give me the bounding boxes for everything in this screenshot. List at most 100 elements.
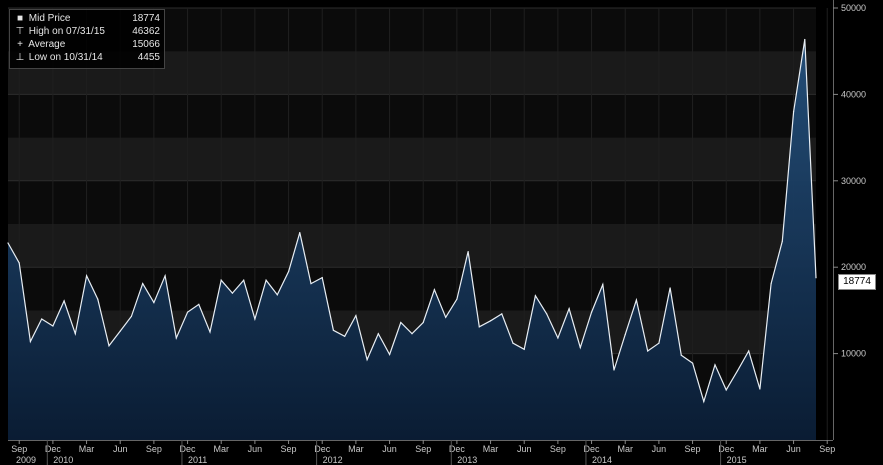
year-label: 2010 bbox=[53, 455, 73, 465]
data-point bbox=[467, 251, 469, 253]
x-tick-label: Dec bbox=[449, 444, 466, 454]
data-point bbox=[669, 287, 671, 289]
data-point bbox=[41, 318, 43, 320]
data-point bbox=[725, 389, 727, 391]
x-tick-label: Jun bbox=[517, 444, 532, 454]
data-point bbox=[29, 340, 32, 343]
year-label: 2009 bbox=[16, 455, 36, 465]
legend-row-low: ⊥ Low on 10/31/14 4455 bbox=[14, 51, 160, 64]
data-point bbox=[265, 279, 267, 281]
data-point bbox=[220, 279, 222, 281]
data-point bbox=[97, 298, 99, 300]
data-point bbox=[557, 337, 559, 339]
x-tick-label: Mar bbox=[752, 444, 768, 454]
legend-label: High on 07/31/15 bbox=[28, 26, 105, 37]
data-point bbox=[175, 337, 177, 339]
x-tick-label: Jun bbox=[382, 444, 397, 454]
y-tick-label: 50000 bbox=[841, 3, 866, 13]
background-band bbox=[8, 137, 816, 181]
data-point bbox=[108, 345, 110, 347]
year-label: 2015 bbox=[727, 455, 747, 465]
data-point bbox=[523, 348, 525, 350]
legend-row-mid-price: ■ Mid Price 18774 bbox=[14, 12, 160, 25]
data-point bbox=[119, 330, 121, 332]
data-point bbox=[332, 329, 335, 331]
data-point bbox=[647, 350, 649, 352]
data-point bbox=[759, 388, 761, 390]
x-tick-label: Sep bbox=[281, 444, 297, 454]
data-point bbox=[635, 299, 638, 301]
data-point bbox=[804, 38, 806, 41]
x-tick-label: Mar bbox=[79, 444, 95, 454]
data-point bbox=[310, 283, 312, 285]
data-point bbox=[736, 370, 739, 372]
data-point bbox=[254, 318, 256, 320]
data-point bbox=[299, 232, 301, 234]
data-point bbox=[142, 283, 144, 285]
x-tick-label: Mar bbox=[617, 444, 633, 454]
data-point bbox=[411, 333, 413, 335]
data-point bbox=[209, 331, 211, 333]
price-area bbox=[8, 39, 816, 441]
data-point bbox=[624, 333, 626, 336]
x-tick-label: Mar bbox=[348, 444, 364, 454]
background-band bbox=[8, 180, 816, 224]
data-point bbox=[501, 313, 503, 315]
legend-value: 46362 bbox=[132, 26, 160, 37]
x-tick-label: Dec bbox=[584, 444, 601, 454]
y-axis-labels: 10000 20000 30000 40000 50000 bbox=[833, 3, 866, 359]
high-marker-icon: ⊤ bbox=[15, 26, 25, 37]
data-point bbox=[546, 313, 548, 315]
x-axis-labels: Sep Dec Mar Jun Sep Dec Mar Jun Sep Dec Mar Jun Sep D… bbox=[11, 440, 835, 465]
data-point bbox=[770, 283, 772, 285]
data-point bbox=[388, 353, 391, 356]
x-tick-label: Sep bbox=[819, 444, 835, 454]
last-value-badge: 18774 bbox=[838, 274, 876, 290]
x-tick-label: Sep bbox=[550, 444, 566, 454]
data-point bbox=[130, 315, 133, 318]
data-point bbox=[489, 320, 492, 322]
data-point bbox=[691, 362, 694, 364]
data-point bbox=[815, 277, 817, 279]
data-point bbox=[344, 335, 346, 337]
data-point bbox=[74, 333, 76, 335]
data-point bbox=[63, 300, 65, 302]
plus-icon: + bbox=[17, 39, 23, 50]
data-point bbox=[321, 276, 323, 279]
background-band bbox=[8, 94, 816, 138]
x-tick-label: Jun bbox=[248, 444, 263, 454]
legend-label: Low on 10/31/14 bbox=[28, 52, 103, 63]
data-point bbox=[456, 298, 458, 300]
x-tick-label: Jun bbox=[786, 444, 801, 454]
x-tick-label: Sep bbox=[146, 444, 162, 454]
data-point bbox=[433, 289, 436, 291]
legend-row-average: + Average 15066 bbox=[14, 38, 160, 51]
x-tick-label: Mar bbox=[483, 444, 499, 454]
x-tick-label: Dec bbox=[314, 444, 331, 454]
year-label: 2013 bbox=[457, 455, 477, 465]
data-point bbox=[355, 314, 357, 317]
data-point bbox=[445, 316, 447, 318]
data-point bbox=[186, 311, 189, 313]
data-point bbox=[534, 295, 537, 297]
legend-value: 15066 bbox=[132, 39, 160, 50]
low-marker-icon: ⊥ bbox=[15, 52, 25, 63]
y-tick-label: 10000 bbox=[841, 349, 866, 359]
y-tick-label: 30000 bbox=[841, 176, 866, 186]
legend-value: 4455 bbox=[137, 52, 160, 63]
data-point bbox=[287, 270, 290, 273]
data-point bbox=[748, 350, 750, 352]
legend-row-high: ⊤ High on 07/31/15 46362 bbox=[14, 25, 160, 38]
year-label: 2011 bbox=[188, 455, 207, 465]
data-point bbox=[714, 364, 716, 366]
data-point bbox=[377, 333, 379, 335]
area-layer bbox=[7, 0, 834, 441]
x-tick-label: Jun bbox=[652, 444, 667, 454]
data-point bbox=[231, 292, 234, 294]
data-point bbox=[613, 369, 615, 371]
year-label: 2014 bbox=[592, 455, 612, 465]
data-point bbox=[85, 275, 88, 277]
data-point bbox=[478, 326, 480, 328]
data-point bbox=[781, 240, 783, 242]
